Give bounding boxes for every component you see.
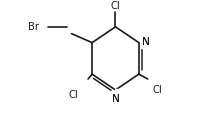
Text: Cl: Cl (111, 1, 120, 11)
Text: N: N (142, 37, 149, 47)
Bar (115, 89, 125, 100)
Text: Br: Br (28, 22, 39, 32)
Bar (141, 36, 154, 48)
Text: Cl: Cl (68, 90, 78, 100)
Text: N: N (142, 37, 149, 47)
Text: N: N (111, 94, 119, 104)
Text: Cl: Cl (152, 85, 162, 95)
Text: N: N (111, 94, 119, 104)
